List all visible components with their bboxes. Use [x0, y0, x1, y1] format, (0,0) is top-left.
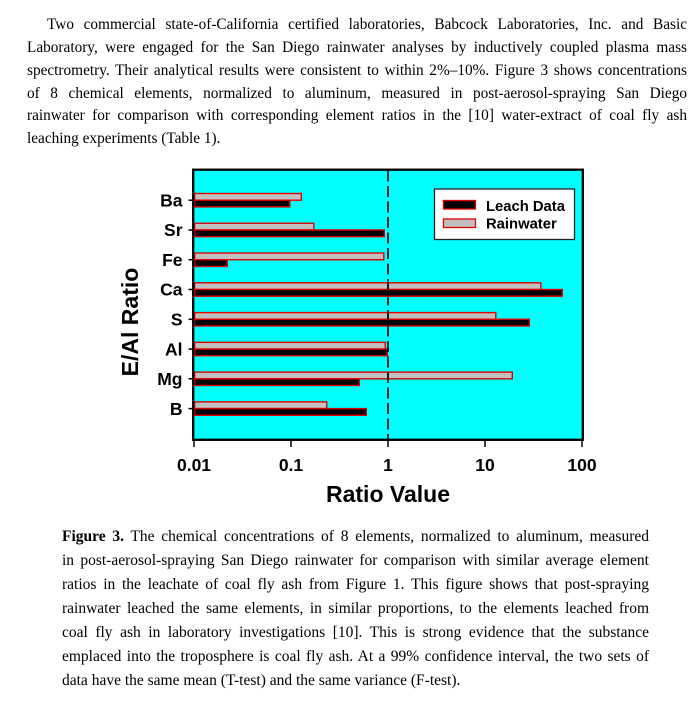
svg-text:Sr: Sr: [164, 220, 183, 240]
svg-text:10: 10: [475, 455, 495, 475]
svg-text:B: B: [170, 399, 183, 419]
svg-text:S: S: [171, 310, 183, 330]
svg-text:0.1: 0.1: [279, 455, 304, 475]
svg-text:Rainwater: Rainwater: [486, 217, 557, 233]
svg-text:100: 100: [567, 455, 596, 475]
svg-text:0.01: 0.01: [177, 455, 211, 475]
svg-text:Leach Data: Leach Data: [486, 199, 566, 215]
svg-text:Ratio Value: Ratio Value: [326, 481, 450, 507]
svg-text:Ca: Ca: [160, 280, 183, 300]
svg-text:Mg: Mg: [157, 369, 182, 389]
svg-text:Ba: Ba: [160, 190, 183, 210]
svg-text:Fe: Fe: [162, 250, 183, 270]
svg-text:Al: Al: [165, 339, 183, 359]
svg-text:E/Al Ratio: E/Al Ratio: [117, 268, 143, 377]
svg-text:1: 1: [383, 455, 393, 475]
